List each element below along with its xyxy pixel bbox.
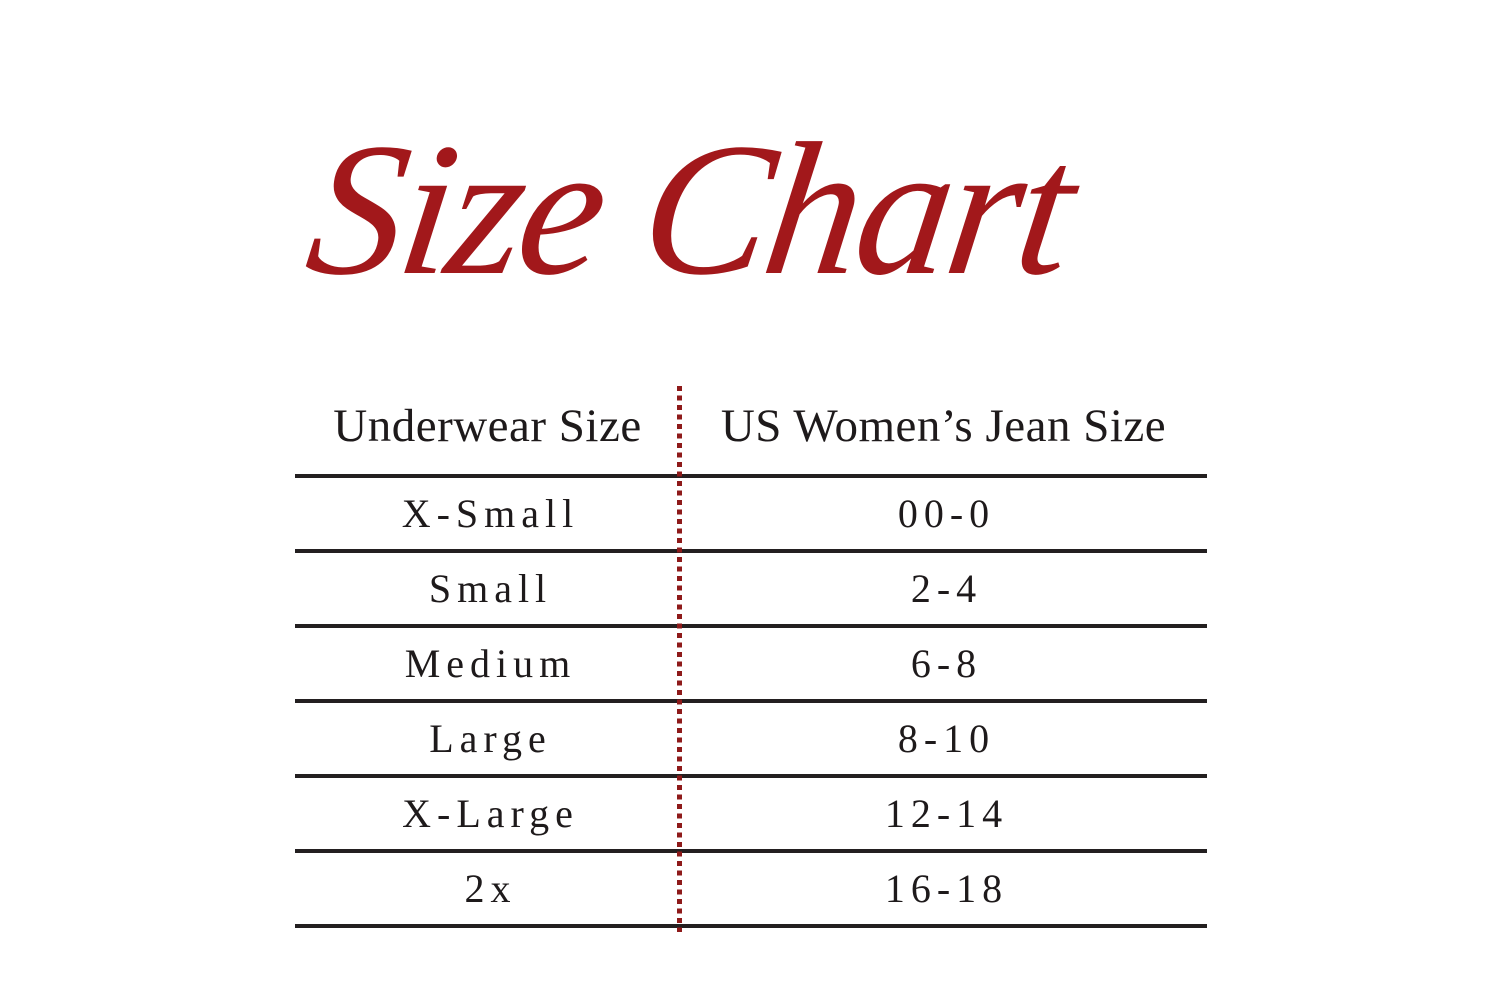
cell-underwear-size: Small (428, 566, 553, 611)
table-row-2x: 2x 16-18 (295, 853, 1207, 928)
cell-jean-size: 6-8 (910, 641, 983, 686)
cell-underwear-size: Medium (404, 641, 577, 686)
cell-jean-size: 00-0 (897, 491, 996, 536)
table-row-small: Small 2-4 (295, 553, 1207, 628)
table-header-row: Underwear Size US Women’s Jean Size (295, 385, 1207, 478)
table-row-xsmall: X-Small 00-0 (295, 478, 1207, 553)
cell-jean-size: 16-18 (884, 866, 1009, 911)
table-row-xlarge: X-Large 12-14 (295, 778, 1207, 853)
column-divider-dotted-line (677, 386, 682, 932)
cell-underwear-size: X-Small (401, 491, 580, 536)
size-conversion-table: Underwear Size US Women’s Jean Size X-Sm… (295, 385, 1207, 932)
table-row-large: Large 8-10 (295, 703, 1207, 778)
cell-jean-size: 2-4 (910, 566, 983, 611)
page-title: Size Chart (296, 105, 1084, 315)
cell-jean-size: 8-10 (897, 716, 996, 761)
cell-jean-size: 12-14 (884, 791, 1009, 836)
cell-underwear-size: Large (429, 716, 552, 761)
cell-underwear-size: 2x (464, 866, 517, 911)
cell-underwear-size: X-Large (402, 791, 579, 836)
column-header-jean-size: US Women’s Jean Size (720, 399, 1167, 452)
column-header-underwear-size: Underwear Size (333, 399, 642, 452)
table-row-medium: Medium 6-8 (295, 628, 1207, 703)
